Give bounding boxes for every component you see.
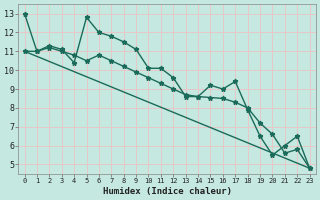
X-axis label: Humidex (Indice chaleur): Humidex (Indice chaleur) [103,187,232,196]
